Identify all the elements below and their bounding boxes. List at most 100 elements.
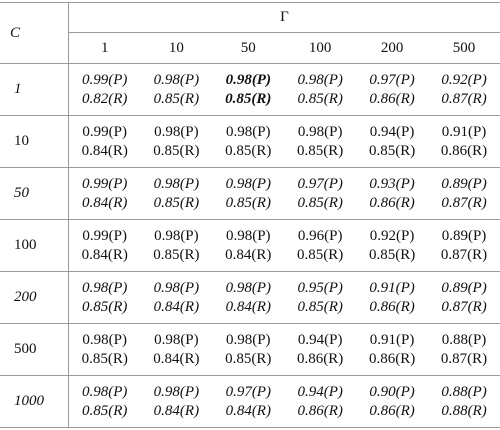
cell: 0.98(P)0.84(R)	[140, 324, 212, 376]
cell: 0.98(P)0.85(R)	[140, 220, 212, 272]
recall: 0.85(R)	[212, 90, 284, 109]
cell: 0.88(P)0.87(R)	[428, 324, 500, 376]
group-header: Γ	[69, 3, 500, 33]
cell: 0.98(P)0.84(R)	[212, 272, 284, 324]
recall: 0.84(R)	[140, 298, 212, 317]
precision: 0.98(P)	[284, 71, 356, 90]
recall: 0.84(R)	[212, 298, 284, 317]
precision: 0.94(P)	[284, 383, 356, 402]
recall: 0.85(R)	[69, 350, 140, 369]
cell: 0.89(P)0.87(R)	[428, 168, 500, 220]
recall: 0.86(R)	[356, 402, 428, 421]
cell: 0.88(P)0.88(R)	[428, 376, 500, 428]
recall: 0.85(R)	[356, 246, 428, 265]
precision: 0.98(P)	[212, 279, 284, 298]
precision: 0.98(P)	[69, 331, 140, 350]
cell: 0.98(P)0.85(R)	[212, 116, 284, 168]
cell: 0.98(P)0.84(R)	[140, 376, 212, 428]
column-header: 500	[428, 33, 500, 64]
recall: 0.86(R)	[356, 298, 428, 317]
precision: 0.91(P)	[428, 123, 500, 142]
precision: 0.95(P)	[284, 279, 356, 298]
precision: 0.99(P)	[69, 123, 140, 142]
recall: 0.86(R)	[356, 90, 428, 109]
recall: 0.85(R)	[140, 246, 212, 265]
recall: 0.88(R)	[428, 402, 500, 421]
row-label: 50	[0, 168, 69, 220]
precision: 0.90(P)	[356, 383, 428, 402]
precision: 0.99(P)	[69, 71, 140, 90]
cell: 0.99(P)0.84(R)	[69, 168, 141, 220]
precision: 0.98(P)	[140, 383, 212, 402]
column-header: 1	[69, 33, 141, 64]
precision: 0.89(P)	[428, 175, 500, 194]
cell: 0.90(P)0.86(R)	[356, 376, 428, 428]
precision: 0.92(P)	[356, 227, 428, 246]
recall: 0.85(R)	[69, 402, 140, 421]
row-label: 500	[0, 324, 69, 376]
cell: 0.98(P)0.85(R)	[69, 376, 141, 428]
cell: 0.98(P)0.85(R)	[69, 324, 141, 376]
precision: 0.96(P)	[284, 227, 356, 246]
precision: 0.98(P)	[140, 175, 212, 194]
cell: 0.94(P)0.85(R)	[356, 116, 428, 168]
cell: 0.98(P)0.84(R)	[212, 220, 284, 272]
precision: 0.94(P)	[356, 123, 428, 142]
recall: 0.84(R)	[69, 142, 140, 161]
precision: 0.91(P)	[356, 331, 428, 350]
recall: 0.84(R)	[140, 350, 212, 369]
row-label: 100	[0, 220, 69, 272]
precision: 0.91(P)	[356, 279, 428, 298]
precision: 0.98(P)	[69, 279, 140, 298]
cell: 0.92(P)0.85(R)	[356, 220, 428, 272]
cell: 0.94(P)0.86(R)	[284, 376, 356, 428]
cell: 0.98(P)0.85(R)	[212, 324, 284, 376]
precision: 0.98(P)	[212, 227, 284, 246]
precision: 0.97(P)	[284, 175, 356, 194]
cell: 0.89(P)0.87(R)	[428, 272, 500, 324]
recall: 0.86(R)	[284, 350, 356, 369]
recall: 0.85(R)	[284, 298, 356, 317]
precision: 0.89(P)	[428, 279, 500, 298]
cell: 0.98(P)0.85(R)	[212, 168, 284, 220]
recall: 0.86(R)	[284, 402, 356, 421]
cell: 0.94(P)0.86(R)	[284, 324, 356, 376]
recall: 0.84(R)	[212, 402, 284, 421]
precision: 0.94(P)	[284, 331, 356, 350]
recall: 0.86(R)	[428, 142, 500, 161]
recall: 0.84(R)	[140, 402, 212, 421]
precision: 0.98(P)	[284, 123, 356, 142]
cell: 0.89(P)0.87(R)	[428, 220, 500, 272]
recall: 0.85(R)	[356, 142, 428, 161]
precision: 0.98(P)	[140, 331, 212, 350]
precision: 0.98(P)	[69, 383, 140, 402]
row-header: C	[0, 3, 69, 64]
precision: 0.92(P)	[428, 71, 500, 90]
row-label: 1000	[0, 376, 69, 428]
precision: 0.98(P)	[140, 279, 212, 298]
row-label: 1	[0, 64, 69, 116]
precision: 0.97(P)	[356, 71, 428, 90]
recall: 0.85(R)	[140, 142, 212, 161]
precision: 0.98(P)	[140, 71, 212, 90]
cell: 0.98(P)0.84(R)	[140, 272, 212, 324]
cell: 0.98(P)0.85(R)	[212, 64, 284, 116]
cell: 0.96(P)0.85(R)	[284, 220, 356, 272]
recall: 0.85(R)	[284, 90, 356, 109]
row-label: 10	[0, 116, 69, 168]
cell: 0.98(P)0.85(R)	[140, 116, 212, 168]
precision: 0.93(P)	[356, 175, 428, 194]
column-header: 200	[356, 33, 428, 64]
cell: 0.99(P)0.84(R)	[69, 220, 141, 272]
recall: 0.87(R)	[428, 90, 500, 109]
recall: 0.87(R)	[428, 194, 500, 213]
column-header: 50	[212, 33, 284, 64]
cell: 0.97(P)0.86(R)	[356, 64, 428, 116]
recall: 0.87(R)	[428, 298, 500, 317]
